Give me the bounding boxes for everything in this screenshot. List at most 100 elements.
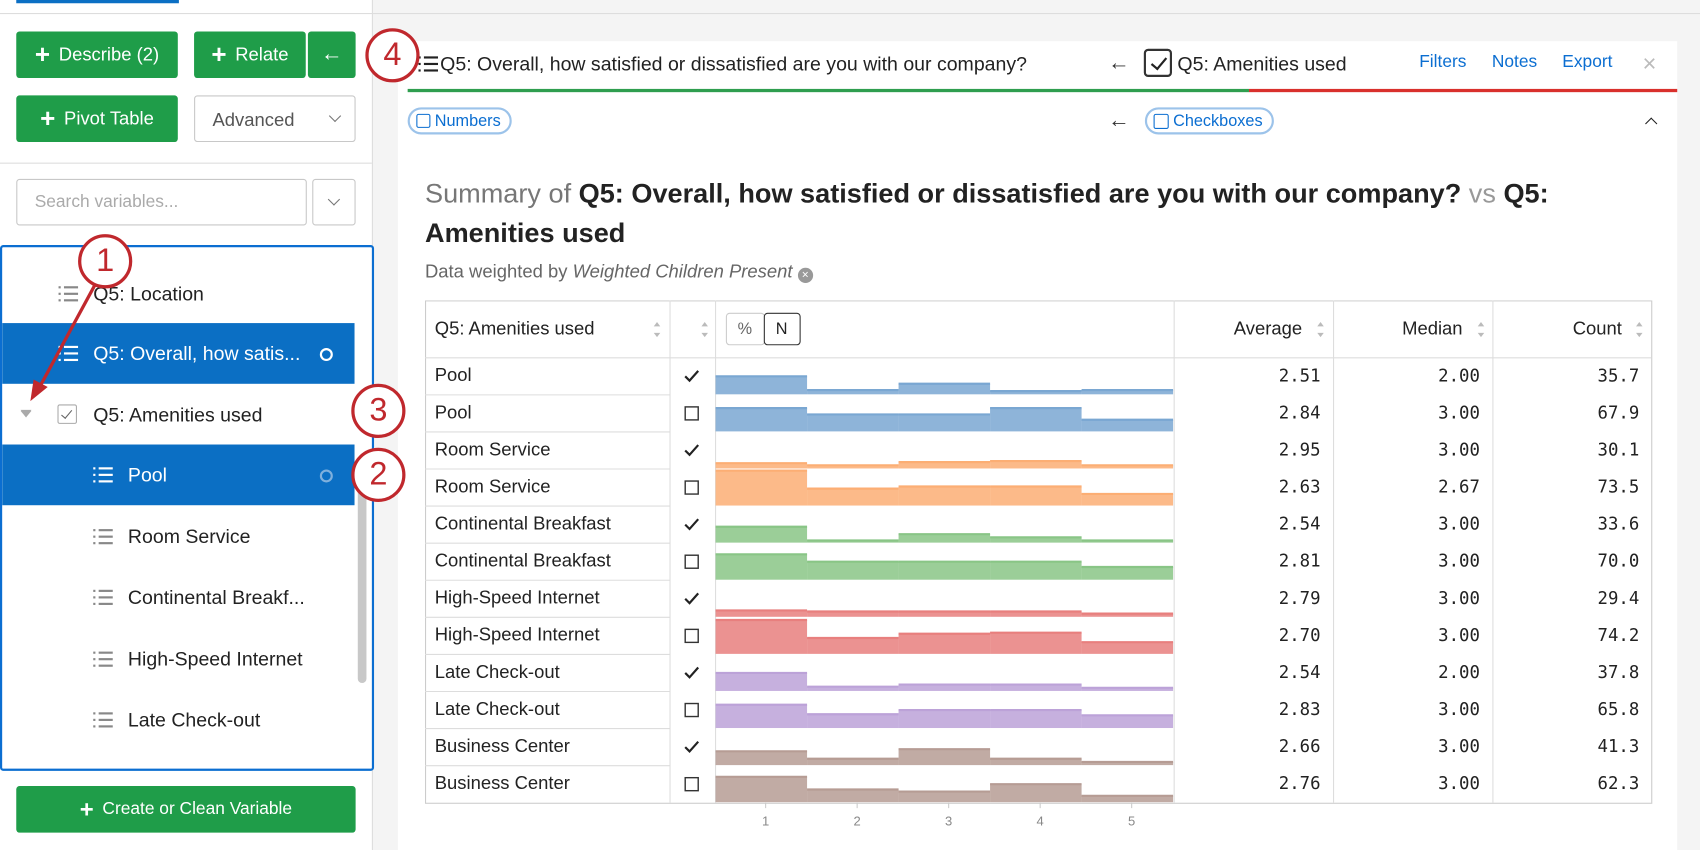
column-header: Q5: Amenities used — [435, 317, 595, 338]
checkmark — [684, 518, 700, 531]
collapse-button[interactable]: ← — [307, 31, 356, 79]
search-input[interactable]: Search variables... — [16, 178, 307, 226]
count-cell: 62.3 — [1598, 774, 1640, 794]
histogram-bar — [990, 486, 1082, 506]
variable-item[interactable]: High-Speed Internet — [2, 629, 354, 690]
histogram-bar — [715, 619, 808, 654]
histogram-bar — [715, 463, 808, 469]
count-cell: 41.3 — [1598, 737, 1640, 757]
pivot-button[interactable]: + Pivot Table — [16, 95, 178, 143]
histogram-bar — [898, 611, 991, 617]
sort-icon — [1477, 322, 1485, 338]
checkmark — [684, 592, 700, 605]
remove-weight[interactable]: × — [797, 267, 813, 283]
callout: 2 — [351, 447, 406, 502]
variable-label: Late Check-out — [127, 709, 261, 731]
export-link[interactable]: Export — [1562, 53, 1613, 72]
histogram-bar — [807, 789, 899, 803]
variable-item[interactable]: Room Service — [2, 506, 354, 567]
dot — [93, 658, 96, 661]
histogram-bar — [990, 611, 1082, 617]
average-cell: 2.76 — [1279, 774, 1321, 794]
variable-item[interactable]: Q5: Overall, how satis... — [2, 323, 355, 384]
histogram-bar — [990, 408, 1082, 432]
variable-label: Continental Breakf... — [127, 586, 305, 609]
average-cell: 2.79 — [1279, 589, 1321, 609]
bar — [63, 352, 79, 355]
notes-link[interactable]: Notes — [1491, 53, 1538, 72]
histogram-bar — [807, 488, 899, 506]
dot — [93, 602, 96, 605]
weight-name: Weighted Children Present — [572, 261, 793, 282]
search-dropdown[interactable] — [312, 178, 356, 226]
bar — [98, 589, 113, 592]
variable-label: Q5: Overall, how satis... — [93, 342, 301, 365]
column-header: Average — [1234, 317, 1302, 338]
checkboxes-pill[interactable]: Checkboxes — [1144, 107, 1274, 135]
histogram-bar — [715, 776, 808, 803]
dot — [93, 480, 96, 483]
histogram-bar — [898, 710, 991, 729]
key-icon — [319, 348, 333, 362]
average-cell: 2.84 — [1279, 403, 1321, 423]
sort-icon — [653, 322, 661, 338]
histogram-bar — [1081, 390, 1174, 395]
variable-item[interactable]: Late Check-out — [2, 690, 354, 751]
relate-label: Relate — [235, 43, 289, 65]
callout: 1 — [78, 234, 133, 289]
variable-item[interactable]: Pool — [2, 444, 355, 506]
count-cell: 73.5 — [1598, 478, 1640, 498]
histogram-bar — [898, 633, 991, 654]
bar — [98, 651, 113, 654]
histogram-bar — [1081, 419, 1174, 432]
bar — [98, 712, 113, 715]
header-underline-right — [1248, 88, 1678, 93]
dot — [93, 718, 96, 721]
create-button[interactable]: + Create or Clean Variable — [16, 786, 356, 833]
title-var1: Q5: Overall, how satisfied or dissatisfi… — [578, 178, 1462, 210]
numbers-pill[interactable]: Numbers — [407, 107, 512, 135]
variable-label: High-Speed Internet — [127, 648, 303, 671]
histogram-bar — [898, 534, 991, 543]
histogram-bar — [990, 461, 1082, 469]
list-icon — [418, 56, 439, 72]
histogram-bar — [990, 561, 1082, 580]
histogram-bar — [1081, 715, 1174, 729]
describe-button[interactable]: + Describe (2) — [16, 31, 178, 79]
checkboxes-label: Checkboxes — [1173, 111, 1263, 131]
histogram-bar — [807, 686, 899, 691]
bar — [98, 473, 113, 476]
count-cell: 35.7 — [1598, 366, 1640, 386]
histogram-bar — [715, 704, 808, 729]
row-label: Business Center — [435, 772, 570, 793]
count-cell: 65.8 — [1598, 700, 1640, 720]
axis-label: 3 — [945, 814, 952, 829]
median-cell: 3.00 — [1438, 737, 1480, 757]
histogram-bar — [807, 561, 899, 580]
histogram-bar — [807, 637, 899, 654]
bar — [98, 602, 113, 605]
filters-link[interactable]: Filters — [1419, 53, 1467, 72]
histogram-bar — [807, 611, 899, 617]
relate-button[interactable]: + Relate — [194, 31, 306, 79]
close-button[interactable]: × — [1642, 49, 1657, 77]
variable-item[interactable]: Continental Breakf... — [2, 567, 354, 628]
key-icon — [319, 469, 333, 483]
list-icon — [58, 286, 79, 302]
advanced-dropdown[interactable]: Advanced — [194, 95, 356, 143]
checkmark — [684, 444, 700, 457]
histogram-bar — [715, 610, 808, 617]
histogram-bar — [898, 462, 991, 469]
row-label: Room Service — [435, 475, 551, 496]
toggle-n — [763, 312, 801, 346]
dot — [58, 286, 61, 289]
swap-arrow[interactable]: ← — [1108, 108, 1130, 133]
swap-arrow[interactable]: ← — [1108, 50, 1130, 75]
summary-title: Summary of Q5: Overall, how satisfied or… — [425, 175, 1628, 253]
histogram-bar — [898, 791, 991, 803]
histogram-bar — [990, 391, 1082, 395]
median-cell: 3.00 — [1438, 403, 1480, 423]
variable-item[interactable]: Q5: Location — [2, 263, 354, 324]
table-border — [424, 300, 1653, 804]
count-cell: 29.4 — [1598, 589, 1640, 609]
